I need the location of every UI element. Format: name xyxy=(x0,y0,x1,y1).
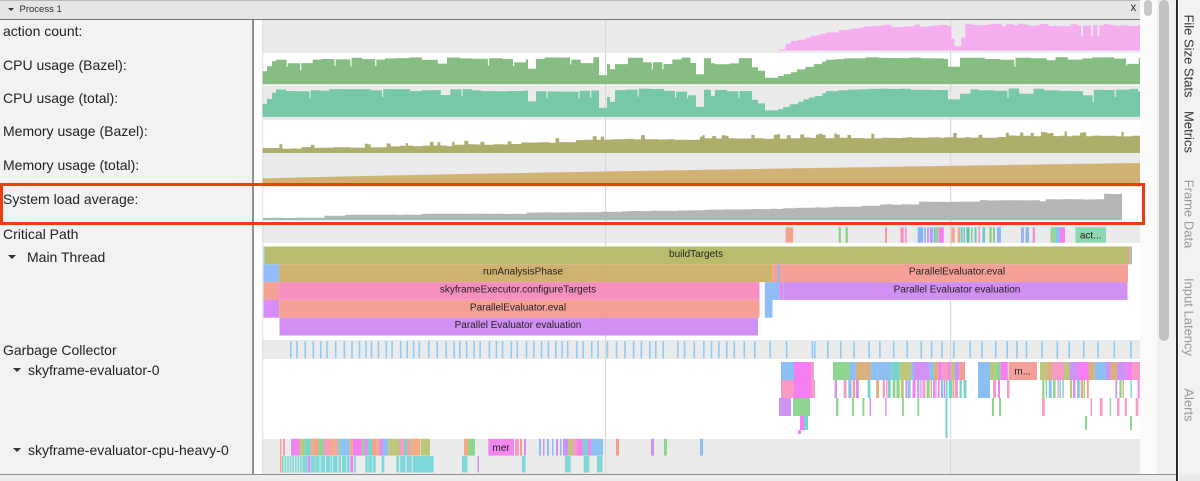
svg-text:skyframeExecutor.configureTarg: skyframeExecutor.configureTargets xyxy=(440,285,596,296)
svg-text:Parallel Evaluator evaluation: Parallel Evaluator evaluation xyxy=(455,320,582,331)
svg-text:buildTargets: buildTargets xyxy=(669,249,723,260)
svg-text:ParallelEvaluator.eval: ParallelEvaluator.eval xyxy=(909,267,1005,278)
svg-text:runAnalysisPhase: runAnalysisPhase xyxy=(483,267,563,278)
svg-text:ParallelEvaluator.eval: ParallelEvaluator.eval xyxy=(470,302,566,313)
svg-text:act...: act... xyxy=(1080,231,1102,242)
svg-text:m...: m... xyxy=(1014,367,1031,378)
svg-text:Parallel Evaluator evaluation: Parallel Evaluator evaluation xyxy=(894,285,1021,296)
svg-text:mer: mer xyxy=(492,443,510,454)
